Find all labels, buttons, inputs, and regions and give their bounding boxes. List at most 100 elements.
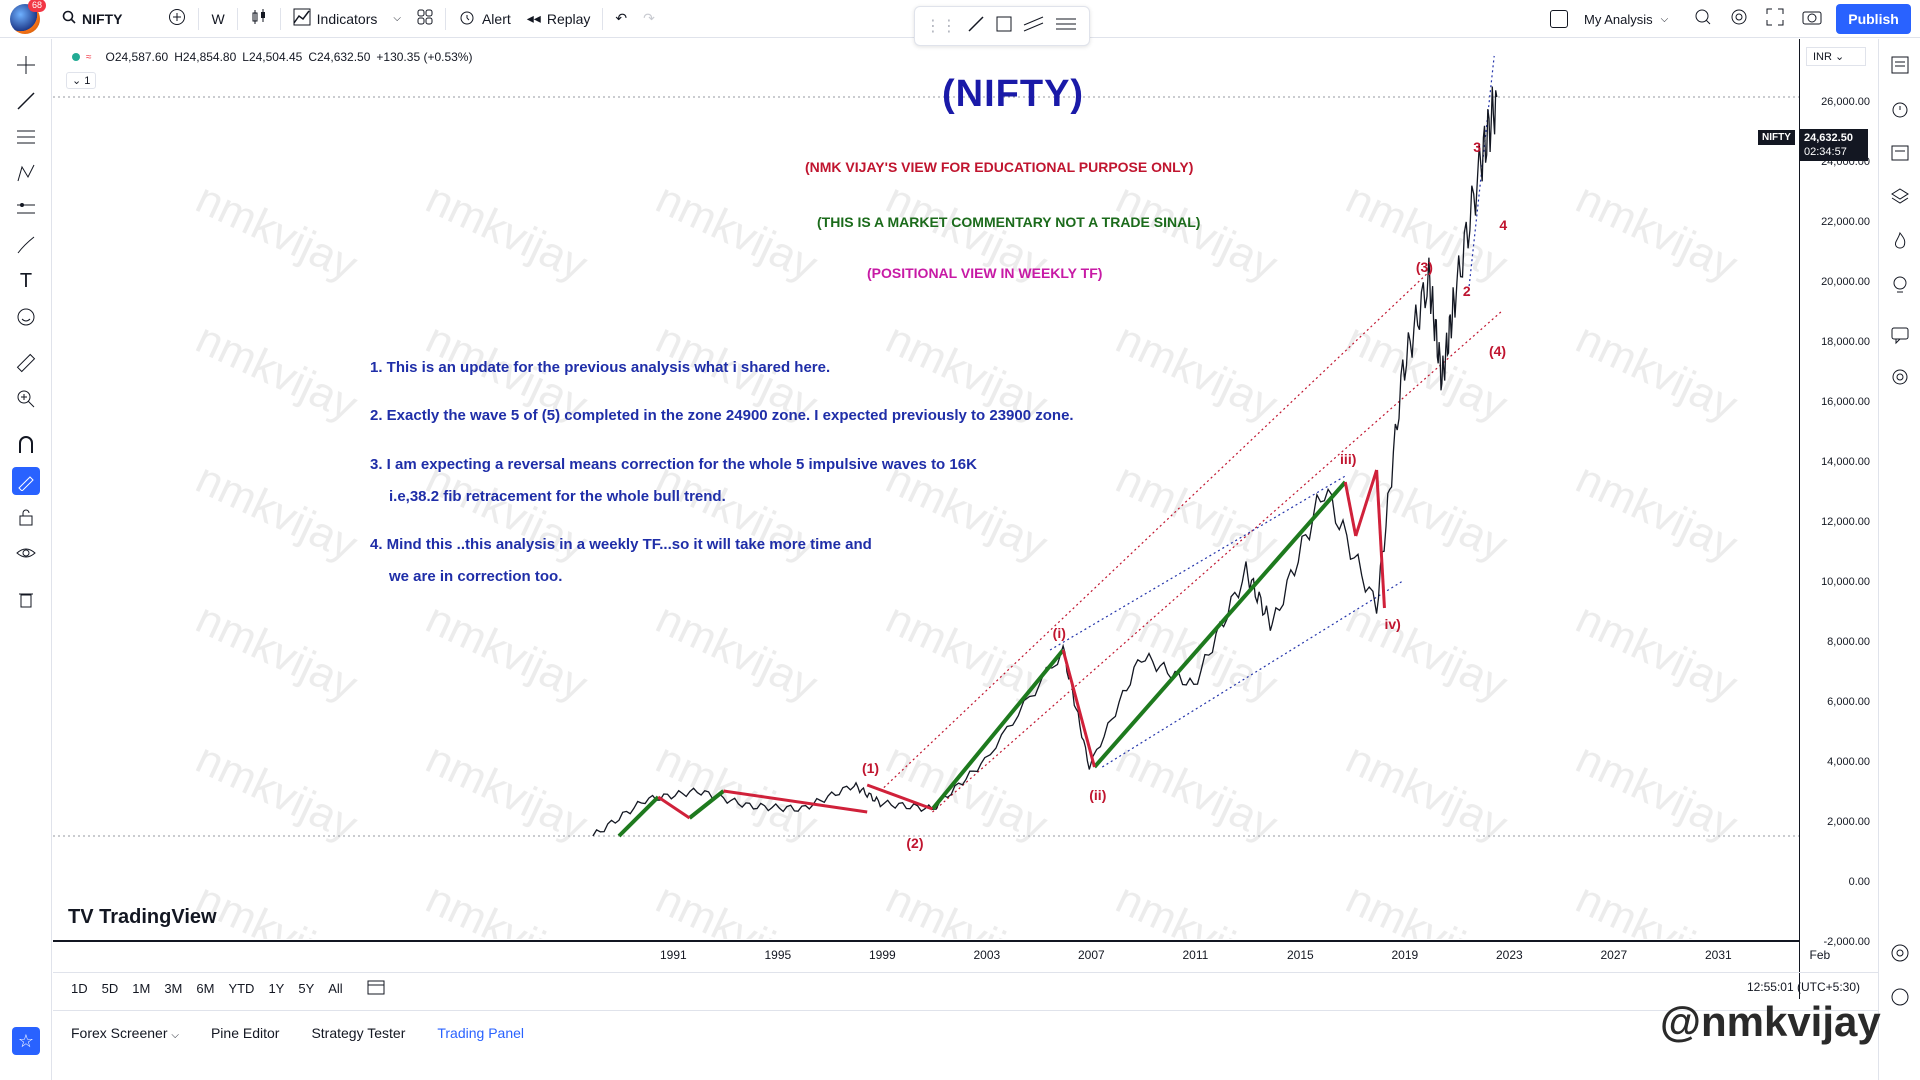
ideas-bulb-icon[interactable] <box>1886 271 1914 299</box>
layout-name[interactable]: My Analysis <box>1584 11 1653 27</box>
wave-label: 4 <box>1499 217 1507 233</box>
redo-button[interactable]: ↷ <box>635 0 663 38</box>
go-to-date-icon[interactable] <box>367 979 385 998</box>
profile-avatar[interactable]: 68 <box>10 0 46 34</box>
help-icon[interactable] <box>1886 939 1914 967</box>
date-range-bar: 1D 5D 1M 3M 6M YTD 1Y 5Y All <box>53 972 1878 1004</box>
menu-lines-icon[interactable] <box>1055 15 1077 38</box>
chevron-down-icon[interactable]: ⌵ <box>1660 13 1669 25</box>
fullscreen-icon[interactable] <box>1766 8 1784 31</box>
prediction-tool-icon[interactable] <box>12 195 40 223</box>
ruler-icon[interactable] <box>12 349 40 377</box>
drag-handle-icon[interactable]: ⋮⋮ <box>925 18 957 35</box>
text-tool-icon[interactable]: T <box>19 269 33 292</box>
wave-label: 3 <box>1473 139 1481 155</box>
tab-strategy-tester[interactable]: Strategy Tester <box>311 1024 406 1041</box>
templates-button[interactable] <box>409 0 441 38</box>
publish-button[interactable]: Publish <box>1836 4 1911 34</box>
top-right-controls: My Analysis ⌵ Publish <box>1550 0 1911 38</box>
author-watermark-text: nmkvijay <box>649 174 825 291</box>
range-all[interactable]: All <box>328 981 343 996</box>
notifications-icon[interactable] <box>1886 983 1914 1011</box>
divider <box>444 7 446 30</box>
range-3m[interactable]: 3M <box>164 981 183 996</box>
indicators-button[interactable]: Indicators ⌵ <box>285 0 409 38</box>
currency-label: INR <box>1813 51 1832 63</box>
tab-pine-editor[interactable]: Pine Editor <box>210 1024 280 1041</box>
range-6m[interactable]: 6M <box>196 981 215 996</box>
parallel-channel-icon[interactable] <box>1023 15 1045 38</box>
emoji-icon[interactable] <box>12 303 40 331</box>
hotlists-flame-icon[interactable] <box>1886 227 1914 255</box>
stay-in-drawing-mode-icon[interactable] <box>12 467 40 495</box>
last-price-tag: 24,632.50 02:34:57 <box>1800 129 1868 161</box>
tv-brand-text: TradingView <box>99 906 217 928</box>
tab-forex-screener[interactable]: Forex Screener ⌵ <box>71 1025 179 1041</box>
price-axis-label: 16,000.00 <box>1821 396 1870 408</box>
layout-square-icon[interactable] <box>1550 10 1568 28</box>
replay-button[interactable]: ◂◂ Replay <box>519 0 599 38</box>
fib-tool-icon[interactable] <box>12 123 40 151</box>
symbol-price-tag: NIFTY <box>1758 130 1795 145</box>
author-watermark-text: nmkvijay <box>1569 174 1745 291</box>
tab-trading-panel[interactable]: Trading Panel <box>437 1024 525 1041</box>
range-1m[interactable]: 1M <box>132 981 151 996</box>
price-scale[interactable]: INR ⌄ 26,000.00 24,000.00 22,000.00 20,000.… <box>1799 39 1878 999</box>
trash-icon[interactable] <box>12 585 40 613</box>
time-axis-label: 1995 <box>764 948 792 962</box>
range-5d[interactable]: 5D <box>101 981 119 996</box>
symbol-search[interactable]: NIFTY <box>54 0 130 38</box>
time-axis[interactable]: 1991 1995 1999 2003 2007 2011 2015 2019 2023 2027… <box>53 940 1830 968</box>
streams-icon[interactable] <box>1886 363 1914 391</box>
tradingview-logo: TV TradingView <box>68 906 217 929</box>
watchlist-icon[interactable] <box>1886 51 1914 79</box>
range-1d[interactable]: 1D <box>71 981 88 996</box>
range-5y[interactable]: 5Y <box>298 981 315 996</box>
trend-line-tool-icon[interactable] <box>12 87 40 115</box>
chat-icon[interactable] <box>1886 321 1914 349</box>
undo-button[interactable]: ↶ <box>607 0 635 38</box>
zoom-in-icon[interactable] <box>12 385 40 413</box>
chevron-down-icon: ⌵ <box>171 1029 179 1041</box>
range-ytd[interactable]: YTD <box>228 981 255 996</box>
wave-label: (1) <box>862 760 879 776</box>
impulse-wave-segment <box>1092 480 1347 769</box>
chart-type-button[interactable] <box>242 0 276 38</box>
camera-icon[interactable] <box>1802 8 1822 31</box>
alerts-clock-icon[interactable] <box>1886 95 1914 123</box>
trend-line-icon[interactable] <box>967 15 985 38</box>
timezone-clock[interactable]: 12:55:01 (UTC+5:30) <box>1746 980 1860 994</box>
wave-label: (2) <box>906 835 923 851</box>
chart-pane[interactable]: nmkvijay nmkvijay nmkvijay nmkvijay nmkvijay… <box>53 39 1799 989</box>
bar-countdown: 02:34:57 <box>1804 146 1847 158</box>
brush-icon[interactable] <box>12 231 40 259</box>
author-watermark-text: nmkvijay <box>1339 594 1515 711</box>
range-1y[interactable]: 1Y <box>268 981 285 996</box>
indicator-collapse-button[interactable]: ⌄ 1 <box>66 72 97 89</box>
settings-gear-icon[interactable] <box>1730 8 1748 31</box>
favorites-star-icon[interactable]: ☆ <box>12 1027 40 1055</box>
ohlc-legend: ≈ O24,587.60 H24,854.80 L24,504.45 C24,6… <box>72 50 472 64</box>
currency-selector[interactable]: INR ⌄ <box>1806 47 1866 66</box>
price-axis-label: 22,000.00 <box>1821 216 1870 228</box>
layers-icon[interactable] <box>1886 183 1914 211</box>
author-watermark-text: nmkvijay <box>879 874 1055 939</box>
interval-button[interactable]: W <box>203 0 232 38</box>
tv-logo-icon: TV <box>68 906 94 928</box>
lock-icon[interactable] <box>12 503 40 531</box>
wave-label: iii) <box>1340 451 1356 467</box>
pattern-tool-icon[interactable] <box>12 159 40 187</box>
author-watermark-text: nmkvijay <box>1109 454 1285 571</box>
alert-button[interactable]: Alert <box>450 0 519 38</box>
news-icon[interactable] <box>1886 139 1914 167</box>
eye-icon[interactable] <box>12 539 40 567</box>
right-sidebar <box>1878 39 1920 1080</box>
wave-label: 2 <box>1463 283 1471 299</box>
price-chart[interactable]: nmkvijay nmkvijay nmkvijay nmkvijay nmkvijay… <box>53 39 1799 939</box>
author-watermark-text: nmkvijay <box>1569 594 1745 711</box>
compare-button[interactable] <box>160 0 194 38</box>
rectangle-icon[interactable] <box>995 15 1013 38</box>
magnet-icon[interactable] <box>12 431 40 459</box>
crosshair-icon[interactable] <box>12 51 40 79</box>
quick-search-icon[interactable] <box>1694 8 1712 31</box>
